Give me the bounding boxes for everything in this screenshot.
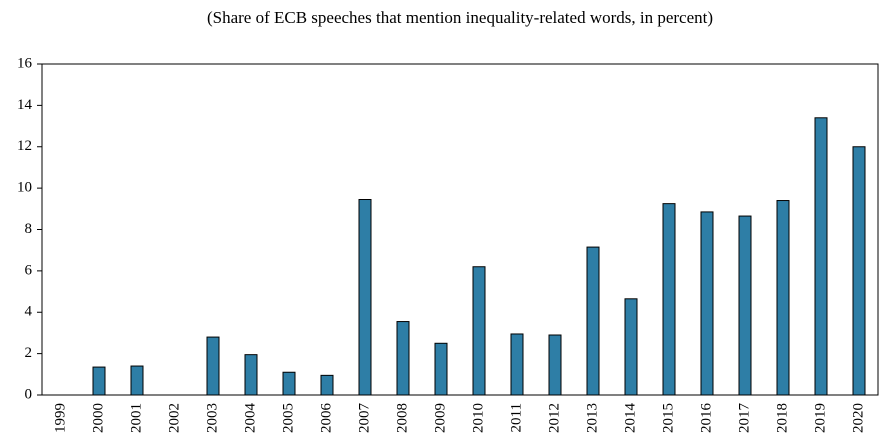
y-tick-label: 14	[17, 97, 33, 113]
x-tick-label: 2010	[470, 403, 486, 433]
x-tick-label: 2015	[660, 403, 676, 433]
bar	[776, 200, 790, 396]
x-tick-label: 2008	[394, 403, 410, 433]
y-tick-label: 12	[17, 138, 32, 154]
x-tick-label: 2018	[774, 403, 790, 433]
bar	[662, 203, 676, 396]
bar	[624, 298, 638, 396]
x-tick-label: 2016	[698, 403, 714, 434]
y-tick-label: 0	[25, 386, 33, 402]
bar	[244, 354, 258, 396]
x-tick-label: 2002	[166, 403, 182, 433]
plot-frame	[41, 63, 879, 396]
bar	[206, 336, 220, 396]
bar	[738, 215, 752, 396]
x-tick-label: 2014	[622, 403, 638, 434]
bar	[282, 371, 296, 396]
x-tick-label: 1999	[52, 403, 68, 433]
x-tick-label: 2005	[280, 403, 296, 433]
y-tick-label: 10	[17, 180, 32, 196]
x-tick-label: 2007	[356, 403, 372, 434]
bar	[92, 366, 106, 396]
x-tick-label: 2003	[204, 403, 220, 433]
bar	[814, 117, 828, 396]
x-tick-label: 2001	[128, 403, 144, 433]
bar	[358, 199, 372, 396]
x-tick-label: 2006	[318, 403, 334, 434]
x-tick-label: 2004	[242, 403, 258, 434]
bar	[700, 211, 714, 396]
y-tick-label: 4	[25, 304, 33, 320]
x-tick-label: 2013	[584, 403, 600, 433]
x-tick-label: 2020	[850, 403, 866, 433]
x-tick-label: 2017	[736, 403, 752, 434]
x-tick-label: 2012	[546, 403, 562, 433]
x-tick-label: 2009	[432, 403, 448, 433]
y-tick-label: 6	[25, 262, 33, 278]
x-tick-label: 2019	[812, 403, 828, 433]
bar	[852, 146, 866, 396]
bar	[130, 365, 144, 396]
y-tick-label: 2	[25, 345, 33, 361]
bar	[396, 321, 410, 396]
x-tick-label: 2011	[508, 403, 524, 432]
chart-title: (Share of ECB speeches that mention ineq…	[207, 8, 713, 27]
bar	[586, 246, 600, 396]
bar	[320, 374, 334, 396]
bar	[434, 342, 448, 396]
y-tick-label: 8	[25, 221, 33, 237]
bar	[510, 333, 524, 396]
x-tick-label: 2000	[90, 403, 106, 433]
bar	[548, 334, 562, 396]
y-tick-label: 16	[17, 55, 33, 71]
bar	[472, 266, 486, 396]
